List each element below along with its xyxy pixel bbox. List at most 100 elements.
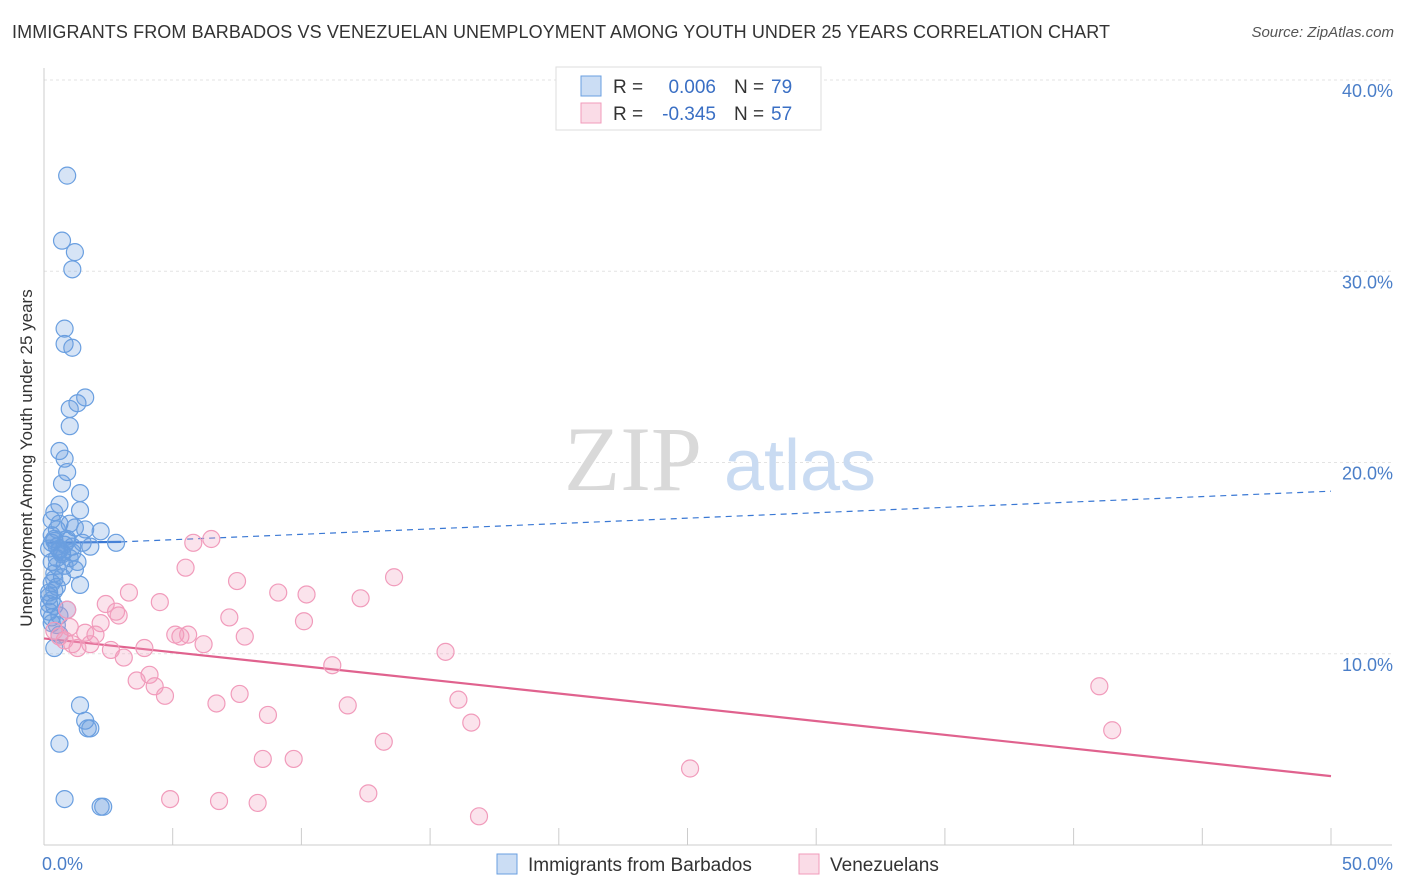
point-barbados <box>60 417 79 436</box>
point-barbados <box>91 522 110 541</box>
point-venezuelans <box>258 705 278 725</box>
legend-r-label: R = <box>613 77 643 98</box>
point-venezuelans <box>469 807 489 826</box>
point-venezuelans <box>297 585 316 604</box>
point-venezuelans <box>248 793 267 813</box>
bottom-legend: Immigrants from Barbados Venezuelans <box>496 853 939 876</box>
point-venezuelans <box>235 627 254 646</box>
point-venezuelans <box>323 656 342 675</box>
y-tick-label: 30.0% <box>1342 272 1393 292</box>
point-venezuelans <box>119 583 139 602</box>
point-venezuelans <box>284 749 303 769</box>
bottom-legend-label-1: Venezuelans <box>830 855 939 876</box>
y-tick-label: 10.0% <box>1342 655 1393 675</box>
point-venezuelans <box>81 635 100 654</box>
point-barbados <box>52 231 72 250</box>
gridlines <box>44 79 1392 655</box>
point-barbados <box>60 514 79 533</box>
point-venezuelans <box>680 759 700 778</box>
bottom-legend-label-0: Immigrants from Barbados <box>528 855 752 876</box>
point-barbados <box>70 484 90 503</box>
point-venezuelans <box>194 635 213 654</box>
legend-box: R = 0.006 N = 79 R = -0.345 N = 57 <box>555 66 822 131</box>
point-barbados <box>94 797 113 816</box>
watermark: ZIP atlas <box>564 408 876 510</box>
point-venezuelans <box>86 625 105 644</box>
chart-title: IMMIGRANTS FROM BARBADOS VS VENEZUELAN U… <box>12 22 1111 42</box>
point-venezuelans <box>449 690 468 709</box>
point-barbados <box>52 474 72 493</box>
point-venezuelans <box>338 696 357 715</box>
bottom-legend-swatch-0 <box>496 853 518 875</box>
y-tick-label: 40.0% <box>1342 81 1393 101</box>
point-barbados <box>40 594 59 614</box>
point-venezuelans <box>96 594 115 614</box>
point-barbados <box>106 533 126 552</box>
point-venezuelans <box>1103 721 1122 740</box>
bottom-legend-swatch-1 <box>798 853 820 875</box>
point-barbados <box>76 388 95 407</box>
point-barbados <box>50 495 69 514</box>
legend-frame <box>555 66 822 131</box>
point-barbados <box>63 543 82 562</box>
point-venezuelans <box>209 791 229 811</box>
point-venezuelans <box>207 694 226 713</box>
trend-line-dashed-0 <box>121 490 1332 543</box>
point-barbados <box>55 319 74 338</box>
y-tick-label: 20.0% <box>1342 464 1393 484</box>
legend-swatch-0 <box>580 75 602 97</box>
legend-n-label: N = <box>734 77 764 98</box>
x-tick-label: 0.0% <box>42 854 83 874</box>
point-venezuelans <box>150 593 169 612</box>
point-venezuelans <box>227 571 247 591</box>
point-venezuelans <box>294 612 314 631</box>
point-barbados <box>55 789 74 809</box>
point-venezuelans <box>91 614 110 633</box>
x-tick-label: 50.0% <box>1342 854 1393 874</box>
y-axis-label: Unemployment Among Youth under 25 years <box>17 289 36 626</box>
point-venezuelans <box>351 589 370 608</box>
point-venezuelans <box>1090 677 1109 696</box>
legend-n-label: N = <box>734 104 764 125</box>
legend-swatch-1 <box>580 102 602 124</box>
data-points <box>40 166 1122 826</box>
legend-n-value: 79 <box>771 77 792 98</box>
point-barbados <box>65 243 84 262</box>
point-venezuelans <box>462 713 481 732</box>
point-venezuelans <box>155 686 175 705</box>
point-venezuelans <box>135 638 154 658</box>
watermark-atlas: atlas <box>724 426 876 506</box>
point-barbados <box>63 260 82 279</box>
point-venezuelans <box>374 732 393 751</box>
point-venezuelans <box>384 568 404 587</box>
point-venezuelans <box>114 648 133 667</box>
point-venezuelans <box>60 617 79 637</box>
source-credit: Source: ZipAtlas.com <box>1251 24 1394 41</box>
tick-labels: 10.0% 20.0% 30.0% 40.0% 0.0% 50.0% <box>42 81 1393 874</box>
point-barbados <box>70 696 90 715</box>
legend-n-value: 57 <box>771 104 792 125</box>
point-barbados <box>81 537 100 556</box>
point-barbados <box>58 166 77 185</box>
point-venezuelans <box>161 789 180 809</box>
axes <box>43 68 1392 846</box>
point-venezuelans <box>63 635 82 654</box>
point-venezuelans <box>179 625 198 644</box>
point-barbados <box>50 734 69 753</box>
point-venezuelans <box>176 558 195 577</box>
point-venezuelans <box>184 533 203 552</box>
point-barbados <box>70 575 90 595</box>
point-barbados <box>63 338 82 357</box>
point-barbados <box>58 531 77 551</box>
point-venezuelans <box>140 665 159 684</box>
trend-line-solid-1 <box>43 637 1332 778</box>
point-venezuelans <box>436 642 455 661</box>
point-venezuelans <box>58 600 77 619</box>
point-venezuelans <box>253 749 272 769</box>
point-barbados <box>50 441 69 461</box>
point-venezuelans <box>269 583 288 602</box>
point-barbados <box>40 587 59 606</box>
watermark-zip: ZIP <box>564 408 702 510</box>
point-venezuelans <box>109 606 128 625</box>
